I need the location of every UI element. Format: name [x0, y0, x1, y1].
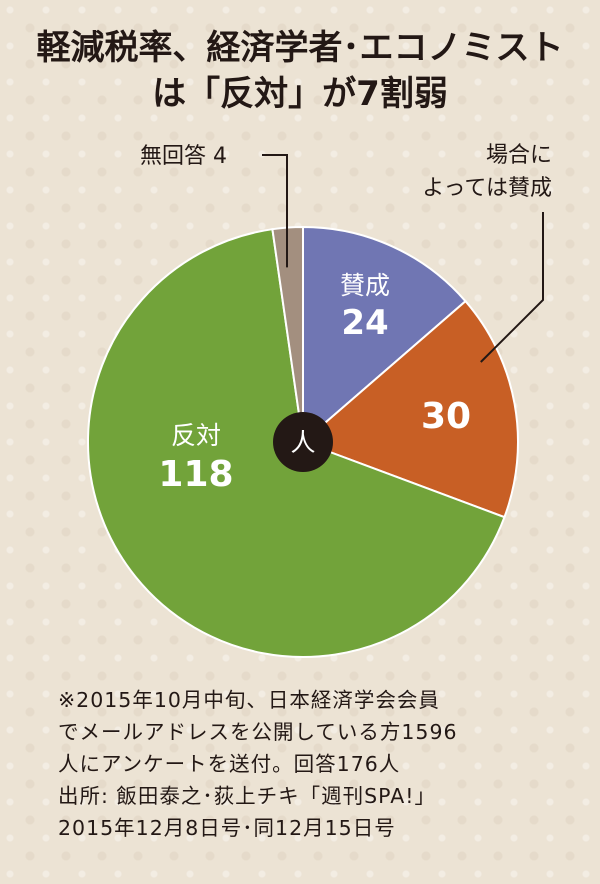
callout-label: 無回答 4: [140, 144, 227, 169]
slice-value: 24: [341, 303, 388, 343]
callout-label: よっては賛成: [422, 176, 552, 201]
callout-label: 場合に: [486, 143, 552, 168]
note-line-4: 出所: 飯田泰之･荻上チキ「週刊SPA!」: [58, 784, 436, 808]
pie-slice: [301, 299, 519, 519]
pie-slice: [302, 225, 467, 445]
note-line-3: 人にアンケートを送付。回答176人: [58, 752, 401, 776]
slice-label: 反対: [171, 421, 221, 450]
chart-title-line-2: は「反対」が7割弱: [152, 74, 448, 114]
unit-label: 人: [290, 428, 315, 457]
chart-title-line-1: 軽減税率、経済学者･エコノミスト: [36, 28, 564, 68]
note-line-2: でメールアドレスを公開している方1596: [58, 720, 458, 744]
slice-value: 30: [421, 396, 471, 437]
slice-label: 賛成: [340, 271, 390, 300]
center-unit-circle: [273, 412, 333, 472]
callout-leader-line: [480, 212, 544, 363]
callout-leader-line: [262, 154, 288, 268]
note-line-1: ※2015年10月中旬、日本経済学会会員: [58, 688, 440, 712]
slice-value: 118: [158, 454, 233, 495]
note-line-5: 2015年12月8日号･同12月15日号: [58, 816, 396, 840]
